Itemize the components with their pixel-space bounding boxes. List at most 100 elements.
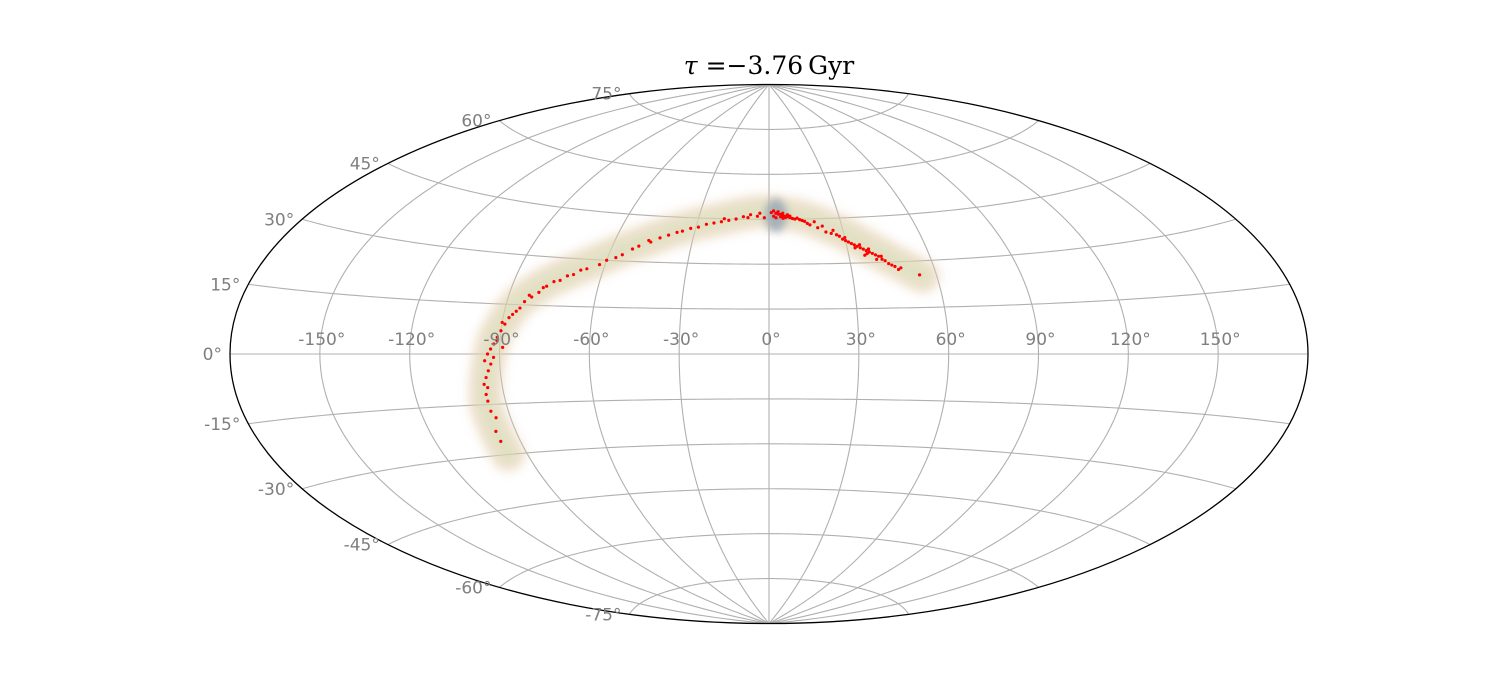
- particle-point: [499, 329, 503, 333]
- particle-point: [605, 258, 609, 262]
- y-tick-label: 45°: [350, 154, 380, 174]
- parallel-line: [629, 93, 909, 130]
- particle-point: [518, 306, 522, 310]
- particle-point: [484, 392, 488, 397]
- particle-point: [541, 286, 545, 290]
- y-tick-label: -45°: [344, 536, 380, 556]
- particle-point: [890, 263, 894, 267]
- particle-point: [741, 215, 746, 219]
- particle-point: [485, 352, 490, 356]
- particle-point: [489, 362, 493, 366]
- particle-point: [483, 359, 487, 363]
- particle-point: [812, 220, 816, 224]
- particle-point: [712, 221, 716, 225]
- particle-point: [527, 293, 531, 297]
- particle-point: [843, 235, 847, 240]
- particle-point: [545, 284, 549, 288]
- particle-point: [887, 262, 891, 266]
- particle-point: [899, 266, 903, 270]
- particle-point: [873, 253, 878, 257]
- x-tick-label: -60°: [573, 330, 609, 350]
- x-tick-label: -120°: [388, 330, 435, 350]
- particle-point: [630, 247, 635, 251]
- y-tick-label: -15°: [204, 415, 240, 435]
- particle-point: [704, 222, 709, 226]
- particle-point: [571, 272, 576, 277]
- particle-point: [788, 214, 792, 218]
- particle-point: [489, 409, 493, 413]
- particle-point: [503, 322, 507, 326]
- particle-point: [675, 230, 679, 235]
- particle-point: [579, 268, 583, 272]
- particle-point: [790, 216, 795, 221]
- particle-point: [800, 218, 804, 223]
- y-tick-label: 60°: [461, 112, 491, 132]
- particle-point: [680, 229, 685, 233]
- stream-density: [468, 194, 940, 472]
- y-tick-label: 0°: [203, 345, 222, 365]
- particle-point: [870, 251, 874, 256]
- particle-point: [486, 369, 490, 373]
- y-tick-label: -60°: [455, 578, 491, 598]
- particle-point: [585, 267, 589, 271]
- particle-point: [719, 220, 724, 224]
- particle-point: [482, 382, 486, 386]
- particle-point: [853, 246, 857, 250]
- particle-point: [501, 345, 505, 349]
- particle-point: [762, 216, 766, 220]
- particle-point: [865, 252, 869, 256]
- particle-point: [781, 216, 785, 220]
- particle-point: [785, 213, 790, 217]
- particle-point: [758, 211, 762, 215]
- particle-point: [893, 264, 897, 269]
- y-tick-label: -75°: [585, 605, 621, 625]
- x-tick-label: -30°: [663, 330, 699, 350]
- particle-point: [494, 429, 498, 433]
- x-tick-label: 60°: [936, 330, 966, 350]
- particle-point: [486, 386, 490, 390]
- stream-inner-band: [476, 202, 932, 464]
- progenitor-core: [764, 198, 787, 233]
- particle-point: [896, 267, 901, 272]
- particle-point: [858, 246, 862, 250]
- particle-point: [484, 375, 488, 380]
- x-tick-label: 90°: [1025, 330, 1055, 350]
- particle-point: [620, 253, 624, 257]
- particle-point: [805, 221, 809, 225]
- particle-point: [779, 215, 783, 219]
- title-value: −3.76: [727, 51, 804, 80]
- particle-point: [491, 355, 496, 359]
- particle-point: [798, 218, 802, 222]
- longitude-tick-labels: -150° -120° -90° -60° -30° 0° 30° 60° 90° 120° 150…: [298, 330, 1240, 350]
- particle-point: [781, 211, 785, 215]
- particle-point: [507, 316, 511, 320]
- particle-point: [852, 243, 856, 247]
- particle-point: [746, 216, 750, 220]
- particle-point: [689, 226, 693, 230]
- particle-point: [734, 217, 738, 221]
- particle-point: [829, 231, 833, 235]
- stream-particles: [482, 209, 922, 443]
- particle-point: [876, 254, 881, 258]
- parallel-line: [248, 283, 1290, 310]
- particle-point: [867, 250, 871, 254]
- particle-point: [494, 416, 498, 420]
- particle-point: [500, 320, 504, 325]
- particle-point: [808, 223, 812, 227]
- particle-point: [597, 263, 602, 267]
- projection-boundary: [229, 83, 1309, 625]
- y-tick-label: -30°: [258, 480, 294, 500]
- particle-point: [837, 234, 841, 238]
- particle-point: [816, 226, 820, 230]
- particle-point: [495, 335, 499, 339]
- particle-point: [514, 309, 518, 313]
- title-symbol: τ: [684, 51, 699, 80]
- particle-point: [647, 238, 651, 243]
- particle-point: [864, 248, 868, 253]
- particle-point: [866, 247, 871, 251]
- x-tick-label: -150°: [298, 330, 345, 350]
- particle-point: [666, 233, 671, 237]
- x-tick-label: 30°: [846, 330, 876, 350]
- parallel-line: [387, 488, 1151, 546]
- particle-point: [774, 216, 778, 220]
